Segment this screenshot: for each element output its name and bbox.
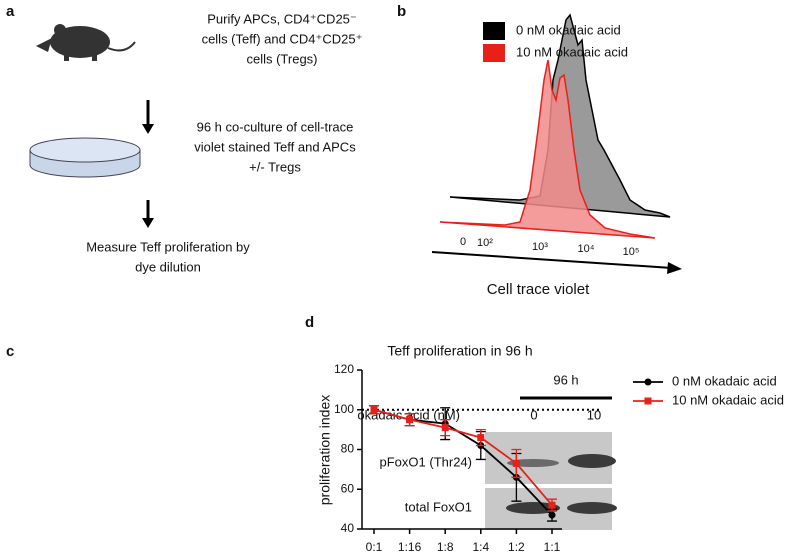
legend-swatch — [483, 22, 505, 40]
x-tick-label: 1:8 — [437, 540, 454, 554]
axis-title: proliferation index — [317, 395, 333, 506]
x-tick-label: 0 — [460, 236, 466, 248]
step-text: violet stained Teff and APCs — [194, 139, 356, 154]
arrow — [142, 100, 154, 134]
legend-marker — [644, 397, 652, 405]
x-tick-label: 10⁴ — [578, 243, 595, 255]
panel-label: c — [6, 343, 14, 360]
x-tick-label: 10³ — [532, 241, 548, 253]
marker — [512, 459, 520, 467]
panel-label: a — [6, 3, 15, 20]
row-label: total FoxO1 — [405, 499, 472, 514]
step-text: Purify APCs, CD4⁺CD25⁻ — [207, 11, 357, 26]
panel-label: b — [397, 3, 406, 20]
step-text: +/- Tregs — [249, 159, 301, 174]
time-label: 96 h — [553, 372, 578, 387]
y-tick-label: 80 — [341, 442, 355, 456]
dose-label: 10 — [587, 407, 601, 422]
series-line — [373, 408, 553, 506]
axis-label: Cell trace violet — [487, 281, 590, 298]
step-text: cells (Tregs) — [246, 51, 317, 66]
y-tick-label: 40 — [341, 521, 355, 535]
step-text: cells (Teff) and CD4⁺CD25⁺ — [202, 31, 363, 46]
x-tick-label: 1:4 — [472, 540, 489, 554]
chart-title: Teff proliferation in 96 h — [387, 343, 532, 359]
axis-arrow — [431, 251, 682, 274]
histogram — [439, 59, 656, 239]
legend-swatch — [483, 44, 505, 62]
marker — [370, 406, 378, 414]
x-tick-label: 1:2 — [508, 540, 525, 554]
mouse-icon — [36, 24, 136, 61]
x-tick-label: 1:1 — [544, 540, 561, 554]
x-tick-label: 0:1 — [366, 540, 383, 554]
step-text: dye dilution — [135, 259, 201, 274]
row-label: pFoxO1 (Thr24) — [380, 454, 472, 469]
panel-label: d — [305, 314, 314, 331]
marker — [548, 511, 556, 519]
legend-text: 0 nM okadaic acid — [516, 22, 621, 37]
x-tick-label: 1:16 — [398, 540, 422, 554]
legend-text: 0 nM okadaic acid — [672, 373, 777, 388]
dose-label: 0 — [530, 407, 537, 422]
arrow — [142, 200, 154, 228]
legend-marker — [644, 378, 652, 386]
x-tick-label: 10² — [477, 237, 493, 249]
legend-text: 10 nM okadaic acid — [672, 392, 784, 407]
step-text: 96 h co-culture of cell-trace — [197, 119, 354, 134]
x-tick-label: 10⁵ — [623, 246, 640, 258]
dish-icon — [29, 137, 141, 178]
condition-label: okadaic acid (nM) — [357, 407, 460, 422]
step-text: Measure Teff proliferation by — [86, 239, 250, 254]
y-tick-label: 60 — [341, 481, 355, 495]
marker — [548, 501, 556, 509]
legend-text: 10 nM okadaic acid — [516, 44, 628, 59]
marker — [406, 416, 414, 424]
marker — [441, 424, 449, 432]
marker — [477, 434, 485, 442]
y-tick-label: 100 — [334, 402, 354, 416]
y-tick-label: 120 — [334, 362, 354, 376]
